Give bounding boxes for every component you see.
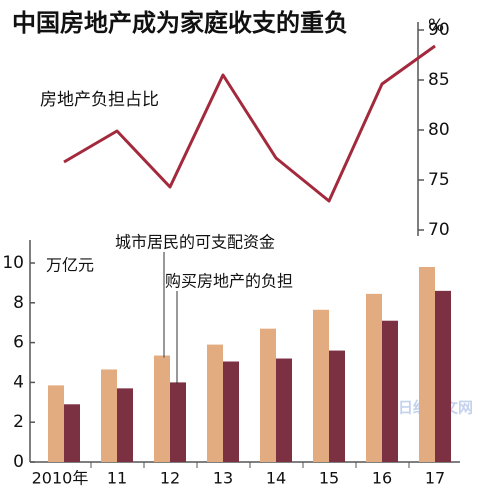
- x-tick-label: 15: [319, 469, 339, 488]
- bar: [435, 290, 451, 462]
- bar: [276, 358, 292, 462]
- bar: [366, 293, 382, 462]
- bar: [64, 404, 80, 462]
- bar: [313, 309, 329, 462]
- x-tick-label: 13: [213, 469, 233, 488]
- y-tick-label: 8: [13, 293, 24, 313]
- bar: [207, 344, 223, 462]
- bar: [117, 388, 133, 462]
- legend-label: 城市居民的可支配资金: [115, 233, 275, 252]
- legend-label: 购买房地产的负担: [165, 272, 293, 291]
- bar: [329, 350, 345, 462]
- bar: [223, 361, 239, 462]
- x-tick-label: 2010年: [32, 469, 89, 488]
- line-label: 房地产负担占比: [40, 90, 159, 110]
- bar: [170, 382, 186, 462]
- y-unit: %: [428, 16, 444, 36]
- bar: [260, 328, 276, 462]
- x-tick-label: 14: [266, 469, 286, 488]
- y-tick-label: 4: [13, 372, 24, 392]
- bar: [154, 355, 170, 462]
- y-tick-label: 85: [428, 70, 450, 90]
- y-tick-label: 0: [13, 452, 24, 472]
- y-tick-label: 70: [428, 220, 450, 240]
- y-tick-label: 10: [2, 253, 24, 273]
- y-tick-label: 2: [13, 412, 24, 432]
- x-tick-label: 11: [107, 469, 127, 488]
- y-tick-label: 80: [428, 120, 450, 140]
- x-tick-label: 17: [425, 469, 445, 488]
- bar: [48, 385, 64, 462]
- y-tick-label: 75: [428, 170, 450, 190]
- chart-title: 中国房地产成为家庭收支的重负: [12, 9, 348, 37]
- bar: [101, 369, 117, 462]
- x-tick-label: 16: [372, 469, 392, 488]
- bar: [419, 266, 435, 462]
- line: [63, 44, 436, 203]
- bar: [382, 320, 398, 462]
- y-tick-label: 90: [428, 20, 450, 40]
- x-tick-label: 12: [160, 469, 180, 488]
- y-tick-label: 6: [13, 333, 24, 353]
- y-unit: 万亿元: [46, 256, 94, 275]
